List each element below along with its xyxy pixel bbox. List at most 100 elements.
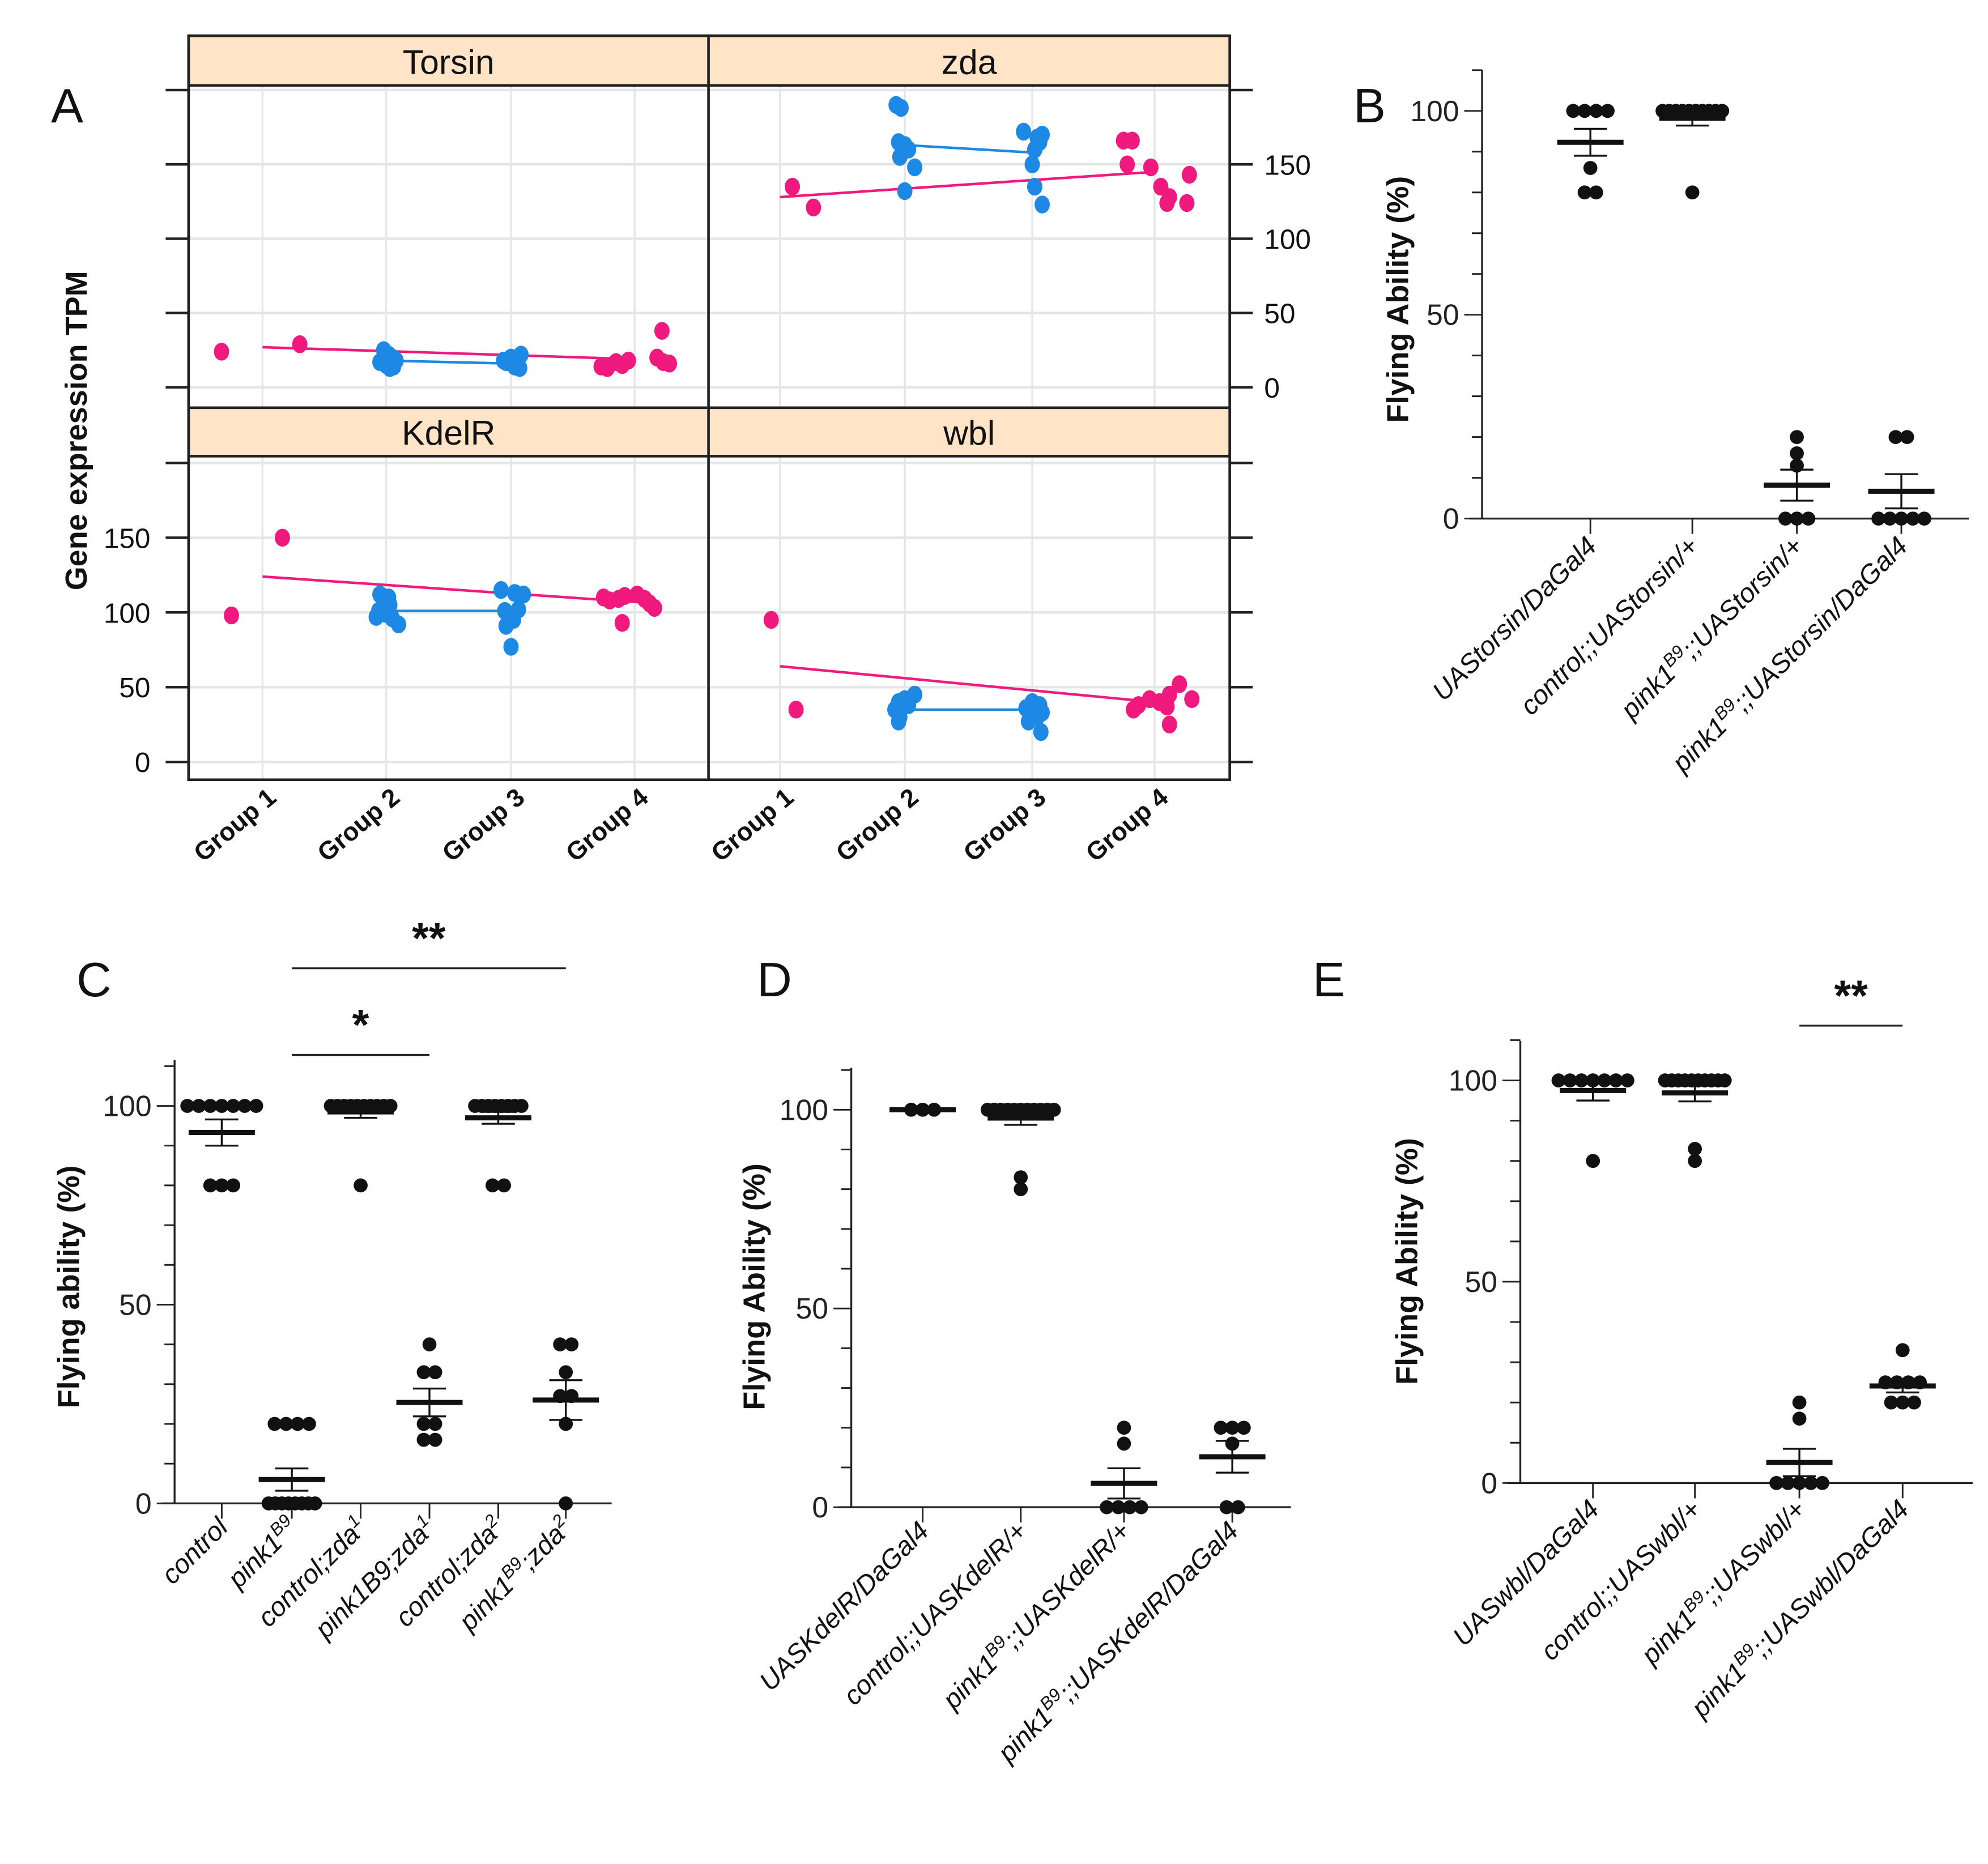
data-point [646, 599, 662, 617]
data-point [180, 1099, 195, 1113]
y-tick-label: 0 [135, 1487, 152, 1520]
y-tick-label: 0 [812, 1491, 828, 1524]
data-point [1900, 430, 1914, 444]
y-tick-label: 100 [1449, 1064, 1497, 1097]
trend-line-magenta [780, 170, 1155, 199]
data-point [1907, 1395, 1921, 1410]
data-point [1161, 685, 1177, 704]
data-point [1111, 1500, 1126, 1515]
y-axis-title: Flying Ability (%) [1381, 176, 1415, 423]
data-point [428, 1417, 442, 1431]
data-point [1181, 165, 1197, 184]
data-point [1551, 1073, 1566, 1087]
panel-letter-b: B [1353, 79, 1386, 133]
data-point [1161, 715, 1177, 733]
y-tick-label: 150 [1264, 150, 1311, 181]
panel-letter-c: C [76, 953, 112, 1007]
data-point [1122, 1500, 1137, 1515]
data-point [1792, 1411, 1807, 1426]
data-point [1871, 511, 1885, 526]
data-point [302, 1417, 316, 1431]
data-point [614, 614, 630, 632]
data-point [1917, 511, 1931, 526]
data-point [1577, 104, 1592, 118]
category-label-rest: ;;UASwbl/+ [1696, 1494, 1812, 1610]
y-tick-label: 50 [1465, 1265, 1497, 1298]
data-point [292, 335, 308, 353]
data-point [1119, 155, 1135, 174]
trend-line-blue [386, 359, 512, 365]
significance-label: ** [1834, 972, 1868, 1020]
data-point [226, 1178, 241, 1193]
data-point [564, 1337, 579, 1351]
data-point [1688, 1142, 1702, 1156]
group-2: control;;UASwbl/+ [1535, 1073, 1732, 1666]
data-point [1895, 1395, 1910, 1410]
data-point [1184, 690, 1200, 709]
data-point [1117, 1421, 1131, 1435]
data-point [1790, 446, 1804, 460]
facet-title: wbl [943, 413, 995, 452]
data-point [891, 713, 906, 731]
data-point [1600, 104, 1615, 118]
data-point [1685, 185, 1700, 200]
y-tick-label: 100 [1410, 95, 1459, 127]
data-point [1792, 1475, 1807, 1490]
data-point [1179, 194, 1195, 212]
data-point [1608, 1073, 1623, 1087]
data-point [274, 528, 290, 547]
data-point [1566, 104, 1581, 118]
y-tick-label: 100 [1264, 224, 1311, 255]
data-point [215, 1099, 229, 1113]
y-tick-label: 0 [135, 747, 151, 778]
data-point [1024, 155, 1040, 174]
category-label: control;;UAStorsin/+ [1514, 531, 1704, 721]
data-point [1884, 1395, 1898, 1410]
data-point [1219, 1500, 1234, 1515]
data-point [1014, 1170, 1028, 1184]
data-point [279, 1417, 293, 1431]
data-point [203, 1099, 218, 1113]
panel-a-lattice: Torsin zda KdelR wbl 0 50 100 150 0 50 100 150 Gene … [59, 34, 1311, 867]
data-point [416, 1365, 431, 1380]
significance-label: ** [412, 915, 446, 963]
data-point [1688, 1154, 1702, 1168]
data-point [308, 1496, 322, 1511]
data-point [1715, 104, 1730, 118]
group-label: Group 1 [705, 782, 799, 867]
group-4: pink1B9;;UASwbl/DaGal4 [1685, 1343, 1936, 1724]
data-point [1894, 511, 1909, 526]
group-1: UAStorsin/DaGal4 [1427, 104, 1624, 707]
trend-line-magenta [262, 575, 635, 604]
data-point [1563, 1073, 1577, 1087]
y-tick-label: 0 [1443, 502, 1459, 535]
data-point [1134, 1500, 1148, 1515]
category-label-rest: ;;UASKdelR/DaGal4 [1053, 1516, 1244, 1707]
panel-letter-a: A [51, 79, 83, 133]
data-point [620, 351, 636, 370]
group-label: Group 4 [560, 782, 654, 867]
facet-background [708, 85, 1230, 408]
data-point [428, 1432, 442, 1447]
group-label: Group 3 [437, 782, 530, 867]
lattice-frame [187, 34, 1231, 781]
data-point [1231, 1500, 1245, 1515]
group-4: pink1B9;;UAStorsin/DaGal4 [1666, 430, 1935, 779]
data-point [785, 177, 801, 196]
data-point [512, 359, 527, 377]
data-point [1781, 1475, 1795, 1490]
y-tick-label: 50 [1427, 298, 1459, 331]
data-point [1803, 1475, 1818, 1490]
data-point [224, 606, 240, 625]
facet-title: zda [942, 43, 997, 82]
data-point [290, 1417, 305, 1431]
data-point [390, 615, 406, 634]
data-point [191, 1099, 206, 1113]
y-tick-label: 50 [119, 1288, 152, 1321]
data-point [1905, 511, 1920, 526]
data-point [1117, 1436, 1131, 1451]
y-axis-title: Gene expression TPM [59, 271, 93, 590]
category-label: UASKdelR/DaGal4 [754, 1516, 935, 1697]
